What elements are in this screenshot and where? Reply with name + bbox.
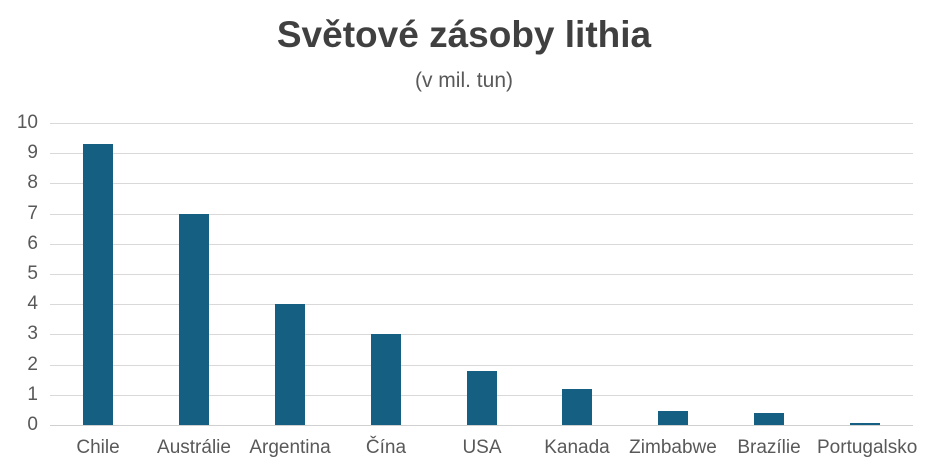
gridline bbox=[50, 304, 913, 305]
y-tick-label: 4 bbox=[27, 293, 38, 314]
y-tick-label: 5 bbox=[27, 263, 38, 284]
y-tick-label: 7 bbox=[27, 203, 38, 224]
y-tick-label: 0 bbox=[27, 414, 38, 435]
bar-kanada bbox=[562, 389, 592, 425]
x-tick-label: Brazílie bbox=[737, 437, 801, 458]
gridline bbox=[50, 365, 913, 366]
y-tick-label: 9 bbox=[27, 142, 38, 163]
x-tick-label: Zimbabwe bbox=[629, 437, 717, 458]
x-tick-label: Argentina bbox=[249, 437, 331, 458]
x-tick-label: USA bbox=[462, 437, 502, 458]
bar-portugalsko bbox=[850, 423, 880, 425]
chart-subtitle: (v mil. tun) bbox=[414, 69, 513, 92]
x-tick-label: Čína bbox=[365, 437, 407, 458]
gridline bbox=[50, 214, 913, 215]
gridline bbox=[50, 183, 913, 184]
gridline bbox=[50, 334, 913, 335]
bar-brazílie bbox=[754, 413, 784, 425]
x-tick-label: Chile bbox=[76, 437, 120, 458]
y-tick-label: 3 bbox=[27, 323, 38, 344]
gridline bbox=[50, 244, 913, 245]
gridline bbox=[50, 274, 913, 275]
x-tick-label: Kanada bbox=[544, 437, 610, 458]
y-tick-label: 8 bbox=[27, 172, 38, 193]
chart-title: Světové zásoby lithia bbox=[276, 14, 652, 55]
y-tick-label: 2 bbox=[27, 354, 38, 375]
plot-area bbox=[50, 123, 913, 426]
bar-čína bbox=[371, 334, 401, 425]
bar-zimbabwe bbox=[658, 411, 688, 425]
bar-argentina bbox=[275, 304, 305, 425]
y-tick-label: 6 bbox=[27, 233, 38, 254]
x-tick-label: Austrálie bbox=[157, 437, 231, 458]
gridline bbox=[50, 123, 913, 124]
bar-usa bbox=[467, 371, 497, 425]
x-tick-label: Portugalsko bbox=[817, 437, 918, 458]
x-axis-line bbox=[50, 425, 913, 426]
y-tick-label: 1 bbox=[27, 384, 38, 405]
gridline bbox=[50, 153, 913, 154]
bar-austrálie bbox=[179, 214, 209, 425]
bar-chile bbox=[83, 144, 113, 425]
y-tick-label: 10 bbox=[16, 112, 38, 133]
